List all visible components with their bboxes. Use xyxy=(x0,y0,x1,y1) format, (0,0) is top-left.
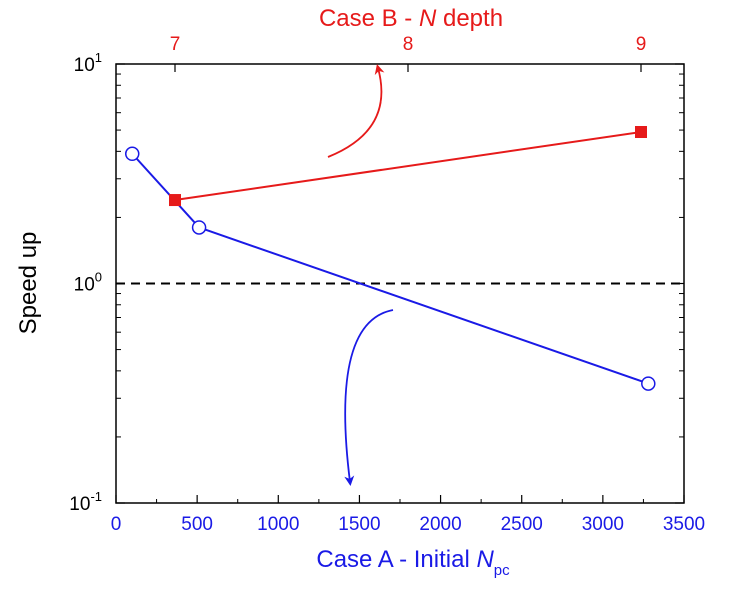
x-bottom-tick-label: 3500 xyxy=(663,514,705,535)
case-b-point xyxy=(169,194,181,207)
case-a-segment xyxy=(198,226,649,385)
x-top-tick-label: 7 xyxy=(170,34,181,55)
blue-annotation-arrow xyxy=(344,309,394,486)
case-b-point xyxy=(635,126,647,139)
y-tick-label: 101 xyxy=(74,50,102,76)
case-a-point xyxy=(124,146,140,162)
y-axis-title: Speed up xyxy=(15,232,42,335)
x-bottom-tick-label: 500 xyxy=(181,514,213,535)
y-tick-label: 10-1 xyxy=(69,489,102,515)
case-b-segment xyxy=(174,131,642,202)
case-a-point xyxy=(641,376,656,391)
x-top-tick-label: 9 xyxy=(636,34,647,55)
x-bottom-tick-label: 1500 xyxy=(338,514,380,535)
x-bottom-tick-label: 0 xyxy=(111,514,122,535)
case-a-point xyxy=(191,220,207,235)
red-annotation-arrow xyxy=(327,64,385,158)
x-axis-bottom-title: Case A - Initial Npc xyxy=(316,546,510,579)
x-bottom-tick-label: 1000 xyxy=(257,514,299,535)
series xyxy=(124,126,656,391)
x-axis-top-title: Case B - N depth xyxy=(319,5,503,32)
y-tick-label: 100 xyxy=(74,270,102,296)
x-top-tick-label: 8 xyxy=(403,34,414,55)
x-bottom-tick-label: 3000 xyxy=(582,514,624,535)
ticks: 0 500 1000 1500 2000 2500 3000 3500 7 8 9 10-1 100 10… xyxy=(69,34,705,535)
x-bottom-tick-label: 2500 xyxy=(501,514,543,535)
x-bottom-tick-label: 2000 xyxy=(419,514,461,535)
case-a-segment xyxy=(131,153,200,229)
